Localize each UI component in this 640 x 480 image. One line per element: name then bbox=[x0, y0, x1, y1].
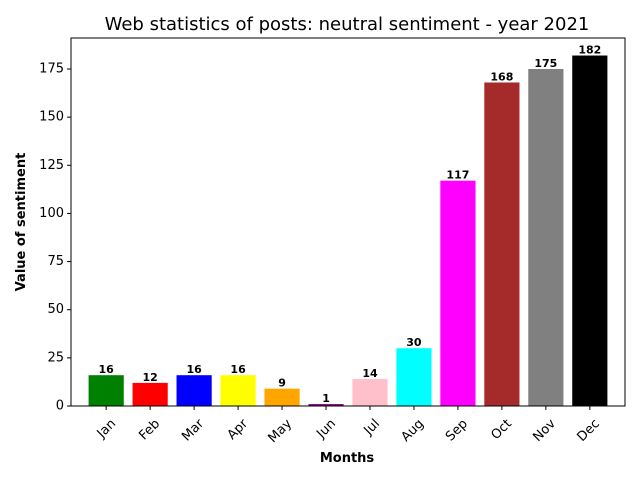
chart-title: Web statistics of posts: neutral sentime… bbox=[105, 14, 590, 35]
data-label-mar: 16 bbox=[186, 363, 202, 376]
bar-apr bbox=[220, 375, 256, 406]
data-label-may: 9 bbox=[278, 377, 286, 390]
y-tick-label-100: 100 bbox=[39, 206, 64, 221]
data-label-jul: 14 bbox=[362, 367, 378, 380]
y-tick-label-75: 75 bbox=[47, 254, 64, 269]
bar-feb bbox=[132, 382, 168, 406]
y-tick-label-175: 175 bbox=[39, 62, 64, 77]
data-label-nov: 175 bbox=[534, 57, 557, 70]
bar-mar bbox=[176, 375, 212, 406]
x-tick-label-oct: Oct bbox=[488, 416, 515, 443]
x-tick-label-sep: Sep bbox=[443, 416, 471, 444]
y-tick-label-25: 25 bbox=[47, 350, 64, 365]
x-tick-label-nov: Nov bbox=[530, 416, 559, 445]
bar-aug bbox=[396, 348, 432, 406]
data-label-oct: 168 bbox=[490, 70, 513, 83]
bar-labels-group: 16 12 16 16 9 1 14 30 117 168 175 182 bbox=[99, 44, 602, 406]
data-label-sep: 117 bbox=[446, 169, 469, 182]
plot-frame bbox=[70, 37, 626, 407]
x-tick-label-apr: Apr bbox=[225, 416, 252, 443]
x-axis: Jan Feb Mar Apr May Jun Jul Aug Sep Oct Nov Dec bbox=[94, 406, 603, 446]
y-axis-label: Value of sentiment bbox=[14, 153, 29, 292]
x-tick-label-feb: Feb bbox=[136, 416, 163, 443]
data-label-aug: 30 bbox=[406, 336, 422, 349]
x-tick-label-jun: Jun bbox=[313, 416, 339, 442]
bar-dec bbox=[572, 55, 608, 407]
bar-may bbox=[264, 388, 300, 406]
bar-jul bbox=[352, 379, 388, 406]
bar-nov bbox=[528, 69, 564, 406]
bar-oct bbox=[484, 82, 520, 406]
data-label-jun: 1 bbox=[322, 392, 330, 405]
bar-jun bbox=[308, 404, 344, 406]
data-label-feb: 12 bbox=[142, 371, 157, 384]
x-tick-label-jan: Jan bbox=[94, 416, 119, 441]
x-axis-label: Months bbox=[320, 451, 375, 466]
data-label-dec: 182 bbox=[578, 44, 601, 57]
x-tick-label-dec: Dec bbox=[574, 416, 602, 444]
bar-jan bbox=[88, 375, 124, 406]
x-tick-label-aug: Aug bbox=[398, 416, 427, 445]
y-tick-label-125: 125 bbox=[39, 158, 64, 173]
bars-group bbox=[88, 55, 608, 407]
x-tick-label-may: May bbox=[265, 416, 295, 446]
bar-sep bbox=[440, 180, 476, 406]
y-tick-label-0: 0 bbox=[56, 399, 64, 414]
data-label-jan: 16 bbox=[99, 363, 115, 376]
x-tick-label-jul: Jul bbox=[361, 416, 383, 438]
y-axis: 0 25 50 75 100 125 150 175 bbox=[39, 62, 71, 414]
y-tick-label-150: 150 bbox=[39, 110, 64, 125]
y-tick-label-50: 50 bbox=[47, 302, 64, 317]
x-tick-label-mar: Mar bbox=[179, 416, 207, 444]
data-label-apr: 16 bbox=[230, 363, 246, 376]
